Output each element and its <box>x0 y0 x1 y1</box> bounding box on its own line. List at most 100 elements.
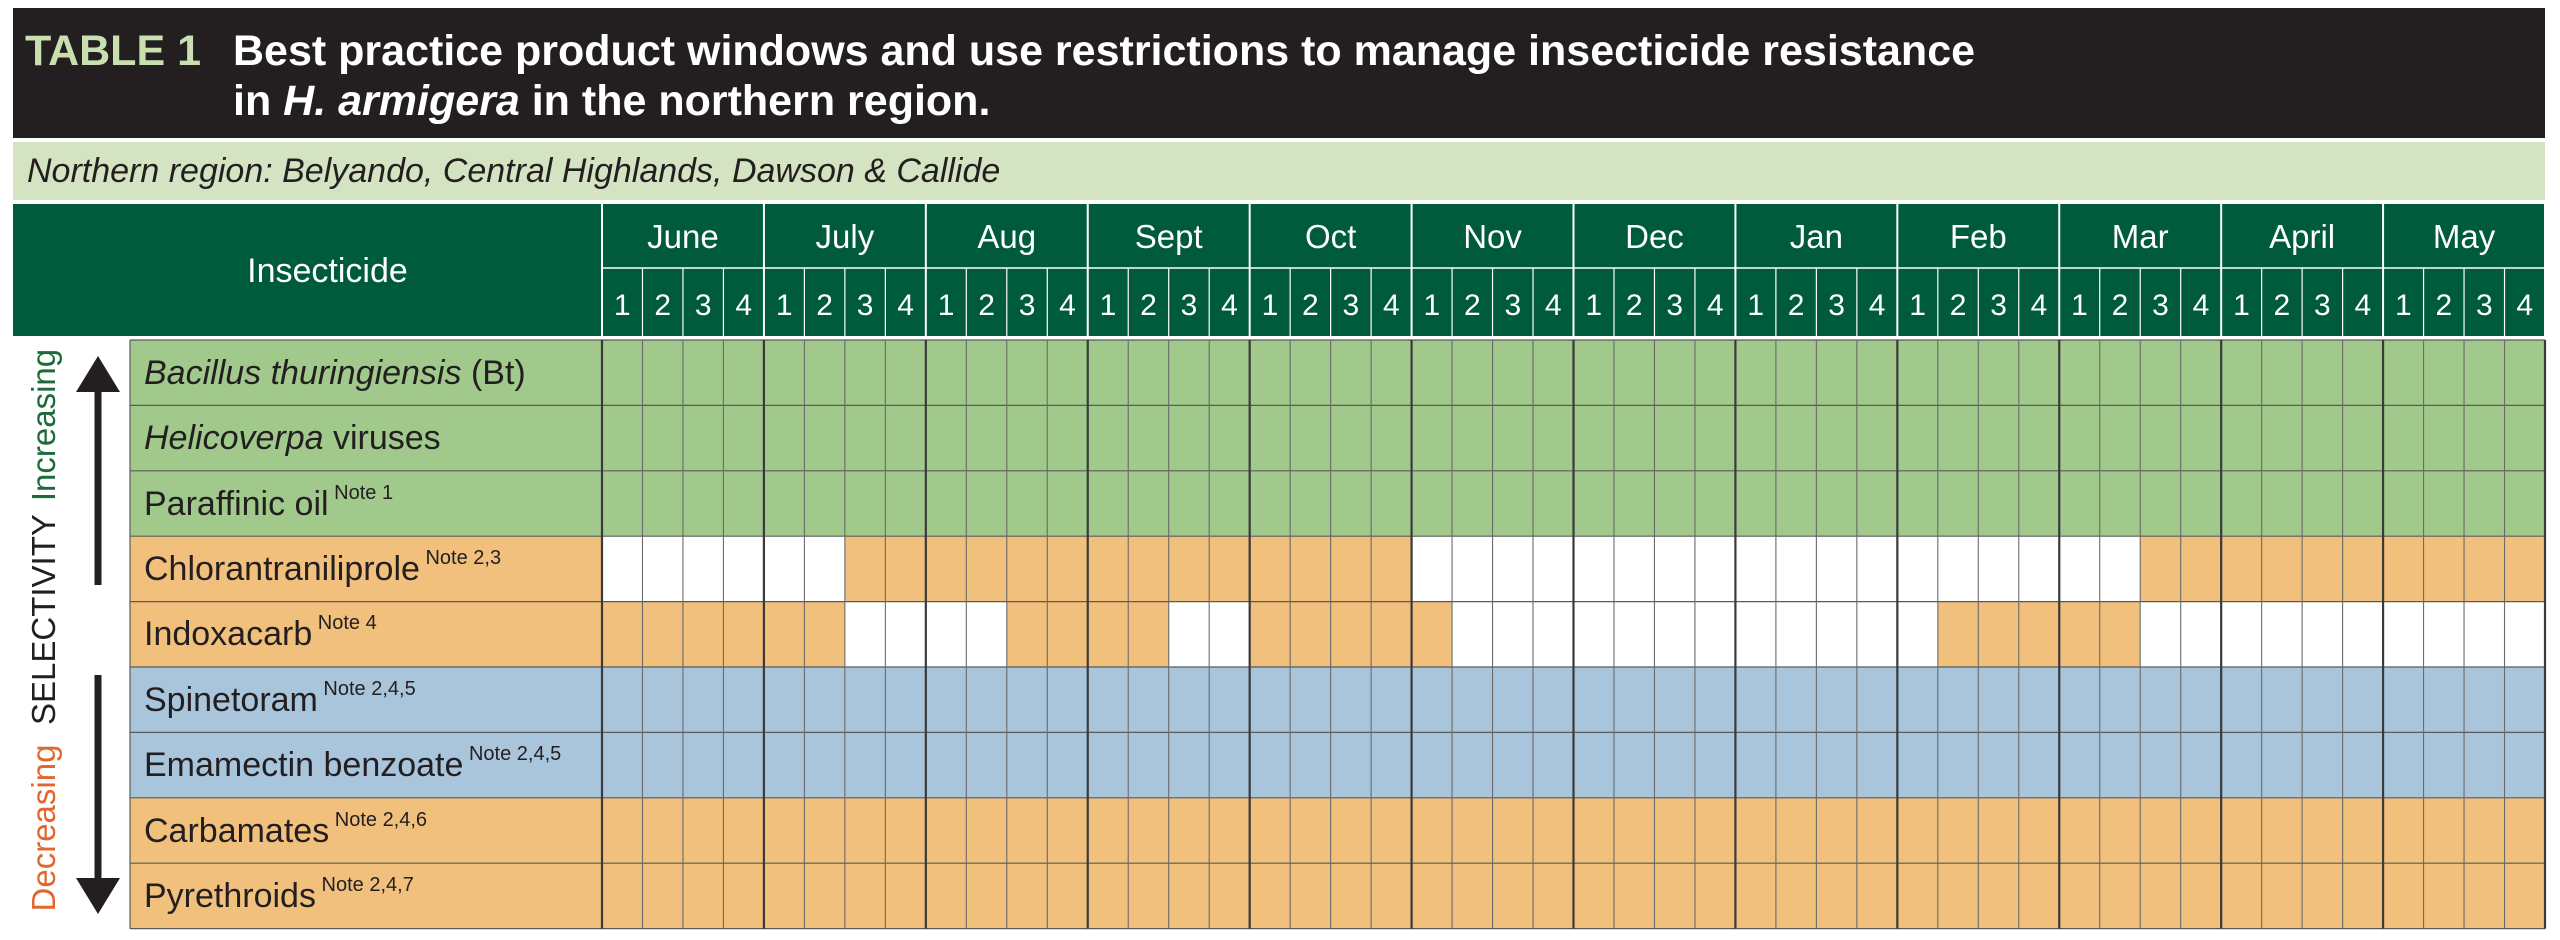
window-open-cell <box>2302 470 2343 537</box>
window-open-cell <box>602 732 643 798</box>
month-header: June <box>647 218 719 255</box>
window-open-cell <box>1411 732 1453 798</box>
window-open-cell <box>2302 405 2343 471</box>
window-open-cell <box>1937 470 1979 537</box>
window-open-cell <box>1856 405 1898 471</box>
window-open-cell <box>885 732 926 798</box>
window-closed-cell <box>1735 601 1776 667</box>
window-open-cell <box>1492 340 1534 406</box>
window-closed-cell <box>1694 536 1736 602</box>
window-open-cell <box>602 667 643 733</box>
window-open-cell <box>1290 340 1331 406</box>
window-open-cell <box>1330 732 1372 798</box>
week-header: 3 <box>1343 289 1360 322</box>
window-open-cell <box>763 601 805 667</box>
window-closed-cell <box>1856 536 1898 602</box>
window-open-cell <box>1249 340 1291 406</box>
window-open-cell <box>1371 863 1412 929</box>
window-open-cell <box>1533 863 1574 929</box>
window-open-cell <box>966 732 1007 798</box>
window-open-cell <box>1573 667 1614 733</box>
week-header: 1 <box>1100 289 1117 322</box>
window-closed-cell <box>682 536 724 602</box>
window-open-cell <box>2180 667 2222 733</box>
row-label-cell <box>130 470 602 537</box>
window-open-cell <box>1613 667 1655 733</box>
month-header: Oct <box>1305 218 1356 255</box>
window-open-cell <box>1209 405 1250 471</box>
window-closed-cell <box>2221 601 2262 667</box>
window-open-cell <box>804 667 845 733</box>
window-open-cell <box>1856 863 1898 929</box>
window-open-cell <box>2302 732 2343 798</box>
window-open-cell <box>1937 797 1979 864</box>
window-open-cell <box>966 863 1007 929</box>
week-header: 4 <box>2031 289 2048 322</box>
window-closed-cell <box>2261 601 2303 667</box>
window-closed-cell <box>763 536 805 602</box>
window-open-cell <box>1492 732 1534 798</box>
window-open-cell <box>2018 340 2060 406</box>
week-header: 2 <box>654 289 671 322</box>
window-open-cell <box>1654 340 1695 406</box>
window-open-cell <box>1533 405 1574 471</box>
window-closed-cell <box>1897 536 1938 602</box>
window-open-cell <box>804 470 845 537</box>
window-open-cell <box>1897 340 1938 406</box>
window-open-cell <box>642 405 683 471</box>
window-open-cell <box>642 470 683 537</box>
week-header: 1 <box>776 289 793 322</box>
window-open-cell <box>682 863 724 929</box>
window-open-cell <box>682 601 724 667</box>
insecticide-name: Carbamates Note 2,4,6 <box>144 810 427 851</box>
window-open-cell <box>1775 470 1817 537</box>
window-open-cell <box>723 863 764 929</box>
window-open-cell <box>844 340 886 406</box>
window-open-cell <box>2302 863 2343 929</box>
window-open-cell <box>1573 863 1614 929</box>
window-open-cell <box>2059 667 2100 733</box>
window-open-cell <box>2140 667 2181 733</box>
window-open-cell <box>1452 732 1493 798</box>
window-open-cell <box>1047 667 1088 733</box>
window-open-cell <box>1937 405 1979 471</box>
window-open-cell <box>1937 863 1979 929</box>
window-open-cell <box>1087 405 1129 471</box>
window-open-cell <box>1330 863 1372 929</box>
window-open-cell <box>2464 797 2505 864</box>
week-header: 4 <box>1707 289 1724 322</box>
window-closed-cell <box>885 601 926 667</box>
window-open-cell <box>804 732 845 798</box>
window-open-cell <box>763 470 805 537</box>
window-closed-cell <box>1654 601 1695 667</box>
window-open-cell <box>2140 732 2181 798</box>
window-open-cell <box>763 667 805 733</box>
window-open-cell <box>966 797 1007 864</box>
window-open-cell <box>885 470 926 537</box>
window-closed-cell <box>1573 536 1614 602</box>
note-reference: Note 2,4,7 <box>315 873 414 896</box>
window-open-cell <box>1249 732 1291 798</box>
window-open-cell <box>1816 732 1857 798</box>
window-open-cell <box>1371 797 1412 864</box>
window-open-cell <box>1654 667 1695 733</box>
window-open-cell <box>1775 732 1817 798</box>
window-open-cell <box>602 863 643 929</box>
week-header: 2 <box>1788 289 1805 322</box>
week-header: 4 <box>1383 289 1400 322</box>
window-open-cell <box>966 470 1007 537</box>
window-open-cell <box>1573 797 1614 864</box>
week-header: 4 <box>735 289 752 322</box>
week-header: 3 <box>857 289 874 322</box>
window-open-cell <box>1978 470 2019 537</box>
window-closed-cell <box>1573 601 1614 667</box>
insecticide-label-text: Indoxacarb <box>144 615 313 654</box>
month-header: May <box>2433 218 2496 255</box>
window-open-cell <box>2059 732 2100 798</box>
window-open-cell <box>966 667 1007 733</box>
window-closed-cell <box>2180 601 2222 667</box>
window-open-cell <box>2018 797 2060 864</box>
window-open-cell <box>1452 340 1493 406</box>
window-open-cell <box>1209 470 1250 537</box>
window-closed-cell <box>1775 601 1817 667</box>
